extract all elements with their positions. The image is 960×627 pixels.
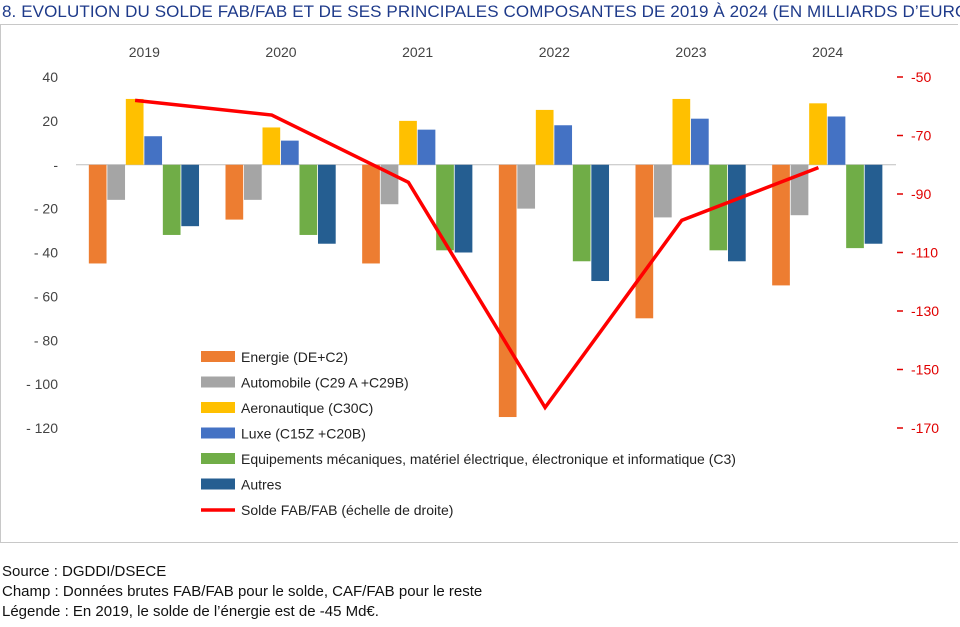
category-label: 2023 [675,44,706,60]
bar [125,98,144,165]
bar [846,164,864,249]
legend-label: Automobile (C29 A +C29B) [241,375,409,391]
category-label: 2024 [812,44,843,60]
legend-swatch [201,478,235,490]
bar [417,129,436,165]
bar [772,164,790,286]
right-tick-label: -130 [911,303,939,319]
bar [635,164,654,319]
bar [728,164,746,262]
bar [864,164,883,244]
right-tick-label: -110 [911,245,938,261]
legend-label: Solde FAB/FAB (échelle de droite) [241,502,453,518]
legend-swatch [201,453,235,464]
right-tick-label: -150 [911,362,939,378]
bar [88,164,107,264]
bar [225,164,244,220]
bar [399,120,417,165]
bar [362,164,380,264]
solde-line [134,98,820,411]
bar [672,98,691,165]
scope-note: Champ : Données brutes FAB/FAB pour le s… [2,583,483,600]
category-label: 2021 [402,44,433,60]
category-label: 2019 [129,44,160,60]
legend-label: Autres [241,477,281,493]
left-tick-label: 20 [42,113,58,129]
bar [244,164,262,200]
legend-label: Luxe (C15Z +C20B) [241,426,366,442]
bar [181,164,200,227]
left-tick-label: - 60 [34,288,58,304]
legend-note: Légende : En 2019, le solde de l’énergie… [2,603,379,620]
bar [591,164,610,282]
left-tick-label: 40 [42,69,58,85]
left-tick-label: - 20 [34,201,58,217]
right-tick-label: -70 [911,128,931,144]
category-label: 2022 [539,44,570,60]
bar [262,127,281,165]
chart-title: 8. EVOLUTION DU SOLDE FAB/FAB ET DE SES … [2,2,960,21]
left-tick-label: - 80 [34,332,58,348]
bar [535,109,554,165]
bar [454,164,473,253]
legend-label: Energie (DE+C2) [241,349,348,365]
right-tick-label: -50 [911,69,931,85]
legend-swatch [201,427,235,439]
category-label: 2020 [265,44,296,60]
left-tick-label: - 120 [26,420,58,436]
left-tick-label: - 100 [26,376,58,392]
legend-swatch [201,376,235,388]
bar [517,164,536,209]
bar [162,164,181,235]
left-tick-label: - [53,157,58,173]
bar [436,164,454,251]
bar [281,140,299,165]
bar [654,164,672,218]
bar [572,164,591,262]
chart-frame: 2019 2020 2021 2022 2023 2024 40 20 - - 20 - 40 - 6… [0,24,958,543]
bar [691,118,709,165]
legend-swatch [201,402,235,413]
legend-label: Aeronautique (C30C) [241,400,373,416]
chart-svg: 2019 2020 2021 2022 2023 2024 40 20 - - 20 - 40 - 6… [26,44,939,518]
bar [554,125,573,165]
bar [827,116,846,165]
bar [107,164,126,200]
legend-label: Equipements mécaniques, matériel électri… [241,451,736,467]
right-tick-label: -90 [911,186,931,202]
right-tick-label: -170 [911,420,939,436]
bar [299,164,318,235]
source-note: Source : DGDDI/DSECE [2,563,167,580]
legend-swatch [201,351,235,362]
bar [809,103,827,165]
bar [498,164,517,418]
left-tick-label: - 40 [34,245,58,261]
bar [144,136,163,165]
bar [318,164,336,244]
